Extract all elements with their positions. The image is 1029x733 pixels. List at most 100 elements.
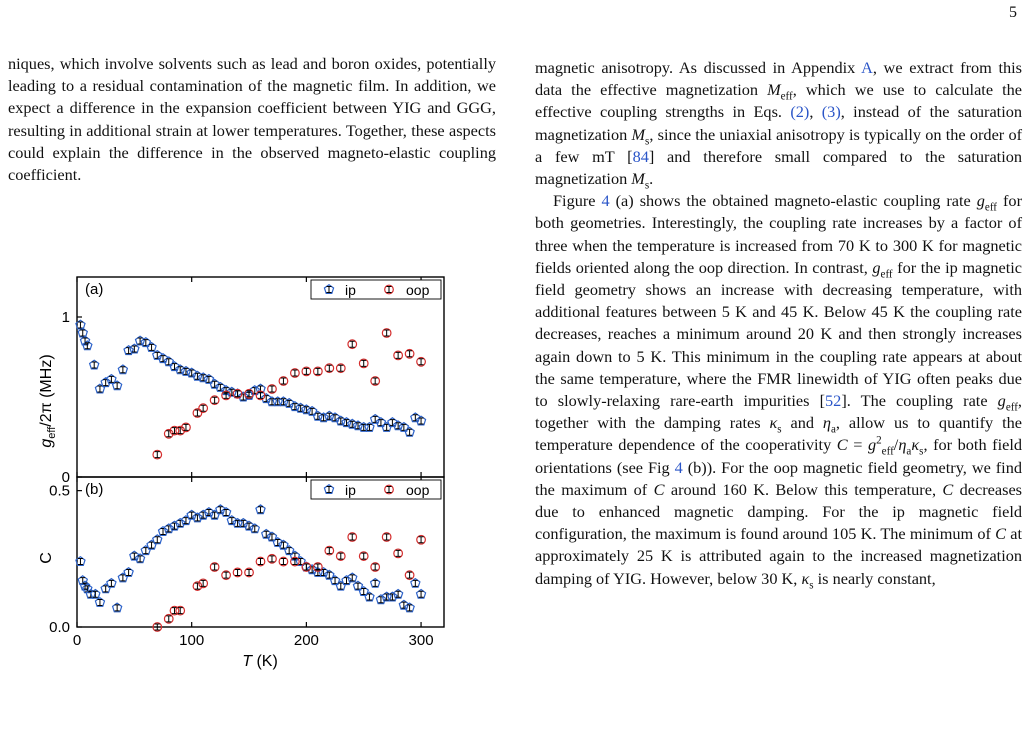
panel-b-ip-point: [404, 602, 415, 613]
panel-a-ip-point: [82, 340, 93, 351]
panel-b-oop-point: [169, 605, 180, 616]
panel-b-ip-point: [226, 515, 238, 526]
panel-b-ip-point: [249, 523, 261, 534]
panel-b-legend-ip-marker: [323, 483, 335, 494]
panel-b-ip-point: [90, 588, 101, 599]
x-axis-label: T (K): [242, 653, 278, 670]
panel-a-oop-point: [244, 388, 254, 399]
panel-a-oop-point: [169, 425, 180, 436]
panel-a-ip-point: [197, 372, 209, 383]
figure-link[interactable]: 4: [601, 191, 610, 211]
panel-b-oop-point: [175, 605, 186, 616]
panel-b-label: (b): [85, 481, 103, 498]
panel-a-ip-point: [329, 412, 341, 423]
panel-b-oop-point: [290, 556, 300, 567]
panel-a-oop-point: [370, 376, 381, 386]
panel-a-oop-point: [358, 358, 369, 369]
panel-a-oop-point: [301, 366, 312, 377]
panel-b-ip-point: [75, 555, 86, 567]
panel-b-ip-point: [117, 572, 129, 583]
panel-a-oop-point: [381, 328, 392, 338]
panel-b-oop-point: [312, 562, 323, 572]
panel-a-oop-point: [192, 408, 203, 418]
panel-b-ip-point: [323, 569, 335, 580]
appendix-link[interactable]: A: [861, 58, 873, 77]
panel-a-ip-point: [100, 377, 111, 388]
panel-b-ip-point: [398, 599, 410, 610]
panel-b-y-axis-label: C: [38, 552, 55, 564]
panel-b-ip-point: [266, 531, 278, 542]
panel-b-frame: [76, 476, 445, 628]
panel-a-ip-point: [134, 335, 146, 346]
panel-a-legend-oop-marker: [384, 284, 394, 295]
panel-b-oop-point: [324, 545, 335, 556]
panel-a-oop-point: [404, 348, 415, 359]
x-tick-label: 300: [409, 632, 434, 649]
panel-a-oop-point: [198, 403, 209, 414]
panel-a-ip-point: [301, 404, 312, 415]
page-number: 5: [1009, 4, 1017, 21]
panel-a-oop-point: [335, 363, 346, 374]
x-tick-label: 0: [73, 632, 81, 649]
panel-a-ip-point: [323, 410, 335, 421]
equation-link[interactable]: (2): [790, 102, 810, 122]
panel-a-y-axis-label: geff/2π (MHz): [38, 354, 58, 447]
panel-b-ip-point: [111, 602, 123, 613]
panel-a-label: (a): [85, 281, 103, 298]
panel-b-ip-point: [392, 588, 404, 599]
panel-b-ip-point: [375, 594, 387, 605]
panel-b-ip-point: [123, 566, 134, 577]
panel-b-ip-point: [209, 509, 220, 520]
panel-a-oop-point: [221, 390, 231, 401]
panel-b-oop-point: [335, 551, 346, 561]
left-column: niques, which involve solvents such as l…: [8, 53, 496, 186]
panel-a-ip-point: [111, 380, 123, 391]
panel-a-oop-point: [255, 390, 266, 401]
panel-b-oop-point: [416, 534, 426, 545]
panel-b-ip-point: [410, 577, 421, 588]
panel-a-ip-point: [203, 373, 215, 384]
panel-b-ip-point: [146, 539, 157, 550]
panel-b-ip-point: [94, 596, 106, 607]
panel-a-ip-point: [404, 426, 415, 437]
panel-a-ip-point: [352, 420, 364, 431]
panel-b-ip-point: [329, 575, 341, 586]
panel-b-oop-point: [255, 556, 266, 567]
panel-b-oop-point: [358, 551, 369, 561]
panel-b-legend-oop-label: oop: [406, 482, 430, 498]
panel-b-ip-point: [163, 523, 175, 534]
panel-a-oop-point: [312, 366, 323, 377]
panel-a-frame: [76, 276, 445, 478]
panel-b-points: [75, 504, 427, 632]
panel-a-oop-point: [290, 368, 300, 378]
panel-a-oop-point: [416, 356, 426, 367]
panel-b-ip-point: [192, 512, 203, 523]
panel-b-ip-point: [335, 580, 347, 591]
panel-a-y-tick-label: 0: [62, 469, 70, 486]
equation-link[interactable]: (3): [821, 102, 841, 122]
panel-b-ip-point: [255, 504, 266, 515]
right-paragraph-2: Figure 4 (a) shows the obtained magneto-…: [535, 191, 1023, 591]
panel-b-oop-point: [209, 562, 220, 572]
panel-b: 0 100 200 300 0.0 0.5 (b) ip oop: [49, 476, 445, 649]
panel-a-ip-point: [335, 415, 347, 426]
panel-a-ip-point: [295, 402, 306, 413]
panel-b-oop-point: [232, 567, 243, 578]
panel-b-ip-point: [237, 517, 249, 528]
panel-a-legend-ip-marker: [323, 283, 335, 294]
panel-b-oop-point: [244, 567, 254, 578]
panel-b-ip-point: [100, 583, 111, 594]
panel-b-oop-point: [301, 562, 312, 572]
figure-link[interactable]: 4: [674, 457, 683, 477]
panel-a-ip-point: [106, 373, 117, 384]
panel-a: 01 (a) ip oop: [62, 276, 445, 486]
panel-a-ip-point: [346, 418, 358, 429]
panel-a-ip-point: [272, 396, 284, 407]
panel-b-oop-point: [404, 570, 415, 581]
reference-link[interactable]: 84: [632, 146, 649, 166]
panel-b-legend-ip-label: ip: [345, 482, 356, 498]
reference-link[interactable]: 52: [825, 391, 842, 411]
panel-a-legend-oop-label: oop: [406, 282, 430, 298]
panel-b-ip-point: [369, 577, 381, 588]
panel-b-oop-point: [393, 548, 404, 559]
